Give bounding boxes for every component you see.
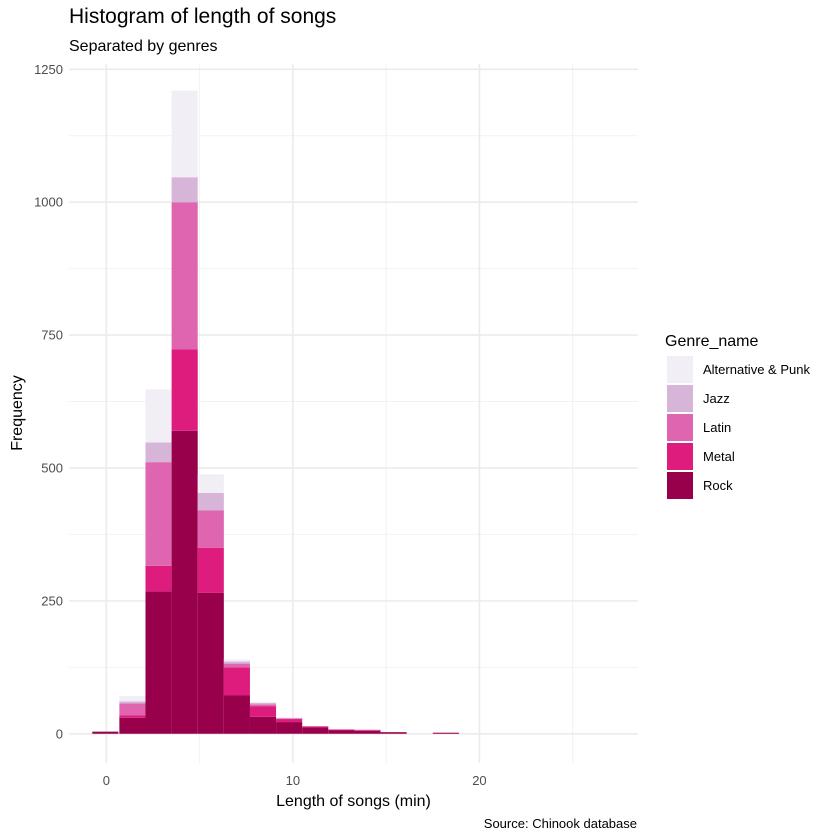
legend-label: Rock — [703, 478, 733, 493]
legend-swatch — [667, 472, 693, 499]
bar-segment-rock — [171, 430, 198, 734]
bar-segment-metal — [354, 730, 381, 731]
bar-segment-jazz — [171, 177, 198, 203]
bar-segment-latin — [249, 704, 277, 707]
bar-segment-jazz — [354, 729, 381, 731]
bar-segment-rock — [119, 717, 146, 734]
bar-segment-jazz — [249, 702, 277, 705]
chart-title: Histogram of length of songs — [69, 5, 336, 28]
bar-segment-rock — [354, 730, 381, 734]
bar-segment-jazz — [145, 442, 172, 463]
bar-segment-jazz — [119, 701, 146, 704]
legend-label: Latin — [703, 420, 731, 435]
bar-segment-latin — [119, 703, 146, 716]
y-tick-label: 750 — [41, 328, 63, 343]
bar-segment-jazz — [197, 492, 224, 511]
bar-segment-rock — [92, 731, 119, 734]
bar-segment-metal — [276, 718, 303, 723]
bar-segment-alternative-punk — [276, 717, 303, 719]
bar-segment-latin — [223, 663, 250, 668]
bar-segment-rock — [380, 732, 407, 734]
y-tick-label: 1250 — [34, 62, 63, 77]
bar-segment-metal — [119, 715, 146, 718]
y-tick-label: 250 — [41, 593, 63, 608]
bar-segment-latin — [276, 718, 303, 720]
bar-segment-alternative-punk — [145, 389, 172, 443]
legend-title: Genre_name — [665, 333, 758, 350]
x-tick-label: 0 — [103, 773, 110, 788]
bar-segment-rock — [197, 592, 224, 734]
bar-segment-rock — [302, 727, 329, 734]
bar-segment-metal — [302, 726, 329, 728]
bar-segment-metal — [249, 706, 277, 717]
bar-segment-latin — [171, 202, 198, 350]
legend-label: Jazz — [703, 391, 730, 406]
x-tick-label: 20 — [472, 773, 486, 788]
legend-label: Metal — [703, 449, 735, 464]
bar-segment-rock — [145, 591, 172, 734]
tick-labels: 0 10 20 0 250 500 750 1000 1250 — [34, 62, 487, 788]
legend-swatch — [667, 414, 693, 441]
legend-swatch — [667, 443, 693, 470]
legend: Genre_name Alternative & Punk Jazz Latin Me… — [665, 333, 810, 499]
caption: Source: Chinook database — [484, 816, 637, 831]
bar-segment-rock — [276, 722, 303, 734]
chart-subtitle: Separated by genres — [69, 38, 218, 55]
bar-segment-alternative-punk — [249, 701, 277, 703]
bar-segment-metal — [171, 349, 198, 431]
bar-segment-alternative-punk — [223, 659, 250, 662]
bar-segment-alternative-punk — [197, 474, 224, 493]
y-tick-label: 1000 — [34, 195, 63, 210]
bar-segment-metal — [197, 547, 224, 593]
y-axis-label: Frequency — [9, 375, 26, 451]
bar-segment-alternative-punk — [171, 90, 198, 178]
bar-segment-jazz — [223, 661, 250, 664]
legend-swatch — [667, 385, 693, 412]
bar-segment-metal — [328, 729, 355, 731]
y-tick-label: 500 — [41, 460, 63, 475]
legend-label: Alternative & Punk — [703, 362, 810, 377]
bar-segment-rock — [223, 695, 250, 734]
bar-segment-rock — [328, 730, 355, 734]
bar-segment-alternative-punk — [119, 696, 146, 702]
bar-segment-rock — [249, 716, 277, 734]
bar-segment-latin — [197, 510, 224, 548]
x-axis-label: Length of songs (min) — [276, 793, 431, 810]
bar-segment-jazz — [276, 717, 303, 719]
bar-segment-metal — [223, 667, 250, 696]
bar-segment-metal — [145, 565, 172, 592]
bar-segment-latin — [145, 462, 172, 566]
bar-segment-rock — [432, 732, 459, 734]
legend-swatch — [667, 356, 693, 383]
bars — [92, 90, 459, 734]
x-tick-label: 10 — [286, 773, 300, 788]
y-tick-label: 0 — [56, 726, 63, 741]
